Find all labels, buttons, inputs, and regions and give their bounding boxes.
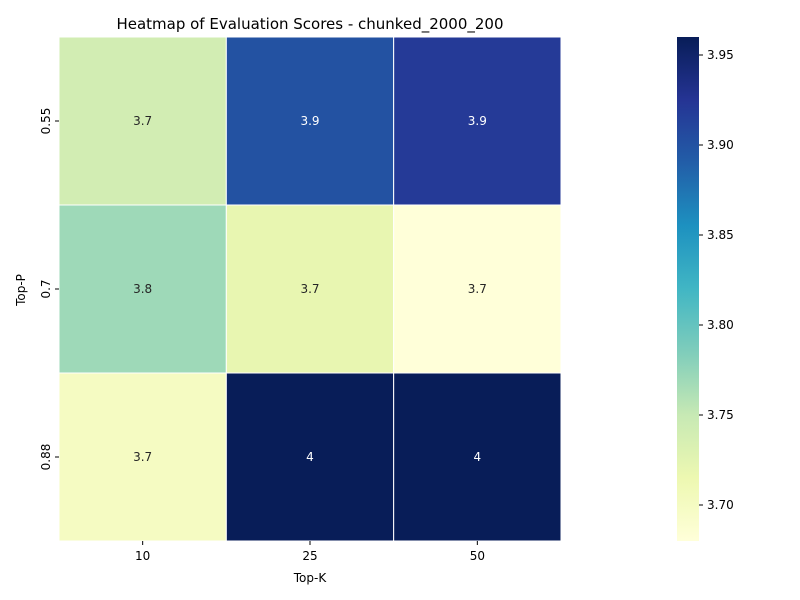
heatmap-cell [58,372,227,542]
y-tick-label: 0.7 [39,279,53,298]
cell-value-label: 3.8 [133,282,152,296]
cell-value-label: 3.7 [133,114,152,128]
colorbar-tick-label: 3.95 [707,48,734,62]
x-tick-label: 10 [135,549,150,563]
heatmap-cell [225,372,395,542]
colorbar-tick-label: 3.80 [707,318,734,332]
cell-value-label: 4 [474,450,482,464]
cell-value-label: 3.7 [300,282,319,296]
cell-value-label: 3.7 [133,450,152,464]
cell-value-label: 3.7 [468,282,487,296]
x-tick-label: 25 [302,549,317,563]
heatmap-cell [225,204,395,374]
colorbar-tick-label: 3.85 [707,228,734,242]
x-axis-ticks: 10 25 50 [135,541,485,563]
x-tick-label: 50 [470,549,485,563]
heatmap-cell [393,204,562,374]
chart-title: Heatmap of Evaluation Scores - chunked_2… [116,15,503,34]
colorbar [677,37,699,541]
colorbar-tick-label: 3.90 [707,138,734,152]
heatmap-cell [58,204,227,374]
cell-value-label: 3.9 [468,114,487,128]
colorbar-ticks: 3.70 3.75 3.80 3.85 3.90 3.95 [699,48,734,512]
heatmap-cell [58,36,227,206]
colorbar-tick-label: 3.75 [707,408,734,422]
colorbar-tick-label: 3.70 [707,498,734,512]
y-tick-label: 0.88 [39,444,53,471]
heatmap-cell [225,36,395,206]
heatmap-cell [393,36,562,206]
cell-value-label: 4 [306,450,314,464]
y-tick-label: 0.55 [39,108,53,135]
x-axis-label: Top-K [293,571,328,585]
y-axis-label: Top-P [14,274,28,307]
y-axis-ticks: 0.55 0.7 0.88 [39,108,59,471]
cell-value-label: 3.9 [300,114,319,128]
heatmap-cells: 3.7 3.9 3.9 3.8 3.7 3.7 3.7 4 4 [58,36,562,542]
